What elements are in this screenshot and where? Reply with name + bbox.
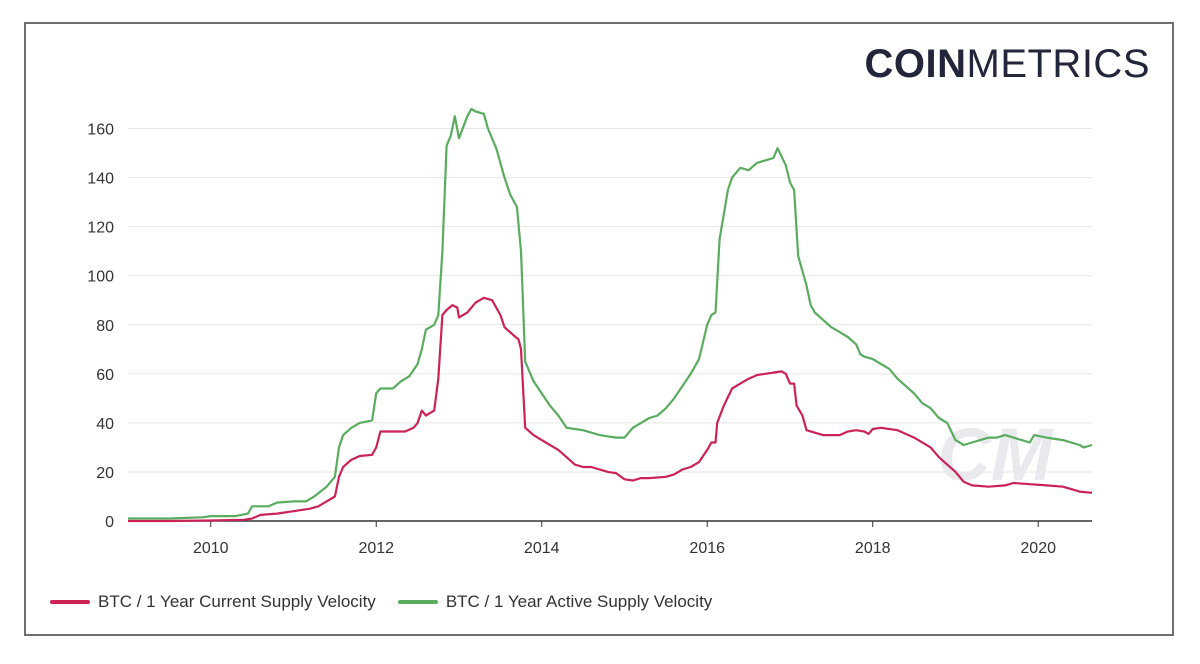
y-tick-label: 40 [96, 416, 114, 433]
x-tick-label: 2016 [689, 540, 725, 557]
chart-frame [24, 22, 1174, 636]
y-tick-label: 60 [96, 367, 114, 384]
y-tick-label: 0 [105, 514, 114, 531]
legend-item-active[interactable]: BTC / 1 Year Active Supply Velocity [397, 592, 713, 612]
legend-swatch-active [397, 600, 438, 604]
logo-bold: COIN [864, 42, 967, 86]
x-tick-label: 2018 [855, 540, 891, 557]
legend-label-current: BTC / 1 Year Current Supply Velocity [98, 592, 376, 611]
x-tick-label: 2012 [358, 540, 394, 557]
legend-label-active: BTC / 1 Year Active Supply Velocity [445, 592, 713, 611]
legend-swatch-current [50, 600, 90, 604]
y-axis: 0 20 40 60 80 100 120 140 160 [87, 122, 114, 531]
y-tick-label: 120 [87, 220, 114, 237]
legend-item-current[interactable]: BTC / 1 Year Current Supply Velocity [50, 592, 376, 612]
y-tick-label: 20 [96, 465, 114, 482]
y-tick-label: 140 [87, 171, 114, 188]
series-lines [128, 107, 1093, 523]
logo-light: METRICS [966, 42, 1150, 86]
series-line-current-supply-velocity[interactable] [128, 296, 1093, 523]
x-tick-label: 2020 [1020, 540, 1056, 557]
y-tick-label: 160 [87, 122, 114, 139]
x-tick-label: 2014 [524, 540, 560, 557]
x-tick-label: 2010 [193, 540, 229, 557]
y-tick-label: 80 [96, 318, 114, 335]
y-tick-label: 100 [87, 269, 114, 286]
x-axis: 2010 2012 2014 2016 2018 2020 [128, 520, 1092, 557]
series-line-active-supply-velocity[interactable] [128, 107, 1093, 520]
coinmetrics-logo: COINMETRICS [865, 42, 1151, 87]
grid-lines [128, 128, 1092, 473]
legend: BTC / 1 Year Current Supply Velocity BTC… [50, 592, 712, 612]
watermark-logo: CM [937, 413, 1053, 496]
